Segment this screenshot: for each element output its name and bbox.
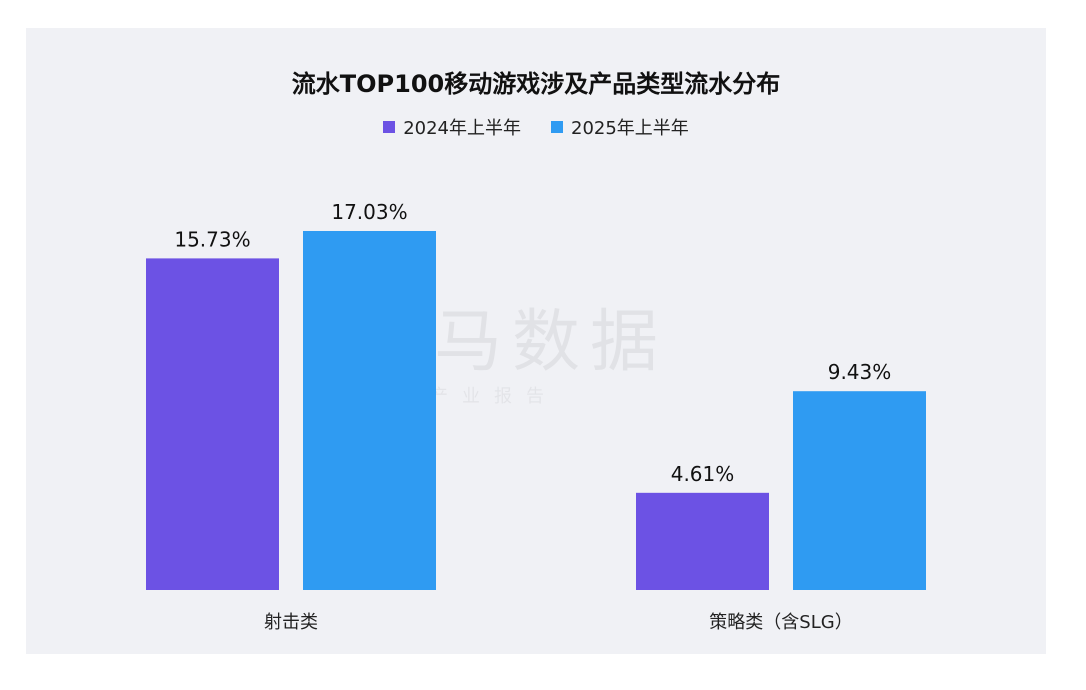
bar-chart: 15.73% 17.03% 射击类 4.61% 9.43% 策略类（含SLG） — [146, 200, 926, 633]
chart-title: 流水TOP100移动游戏涉及产品类型流水分布 — [291, 70, 781, 98]
bar-2025-cat1 — [793, 391, 926, 590]
category-label-0: 射击类 — [264, 612, 318, 633]
legend-label-2025: 2025年上半年 — [571, 118, 689, 139]
data-label-2024-cat1: 4.61% — [671, 462, 735, 486]
bar-2025-cat0 — [303, 230, 436, 590]
data-label-2024-cat0: 15.73% — [174, 227, 250, 251]
legend-swatch-2024 — [383, 121, 396, 133]
bar-2024-cat0 — [146, 258, 279, 590]
legend-swatch-2025 — [551, 121, 563, 133]
legend-label-2024: 2024年上半年 — [403, 118, 521, 139]
data-label-2025-cat1: 9.43% — [828, 360, 892, 384]
category-label-1: 策略类（含SLG） — [709, 612, 852, 633]
chart-panel: 流水TOP100移动游戏涉及产品类型流水分布 2024年上半年 2025年上半年… — [26, 28, 1046, 654]
legend-item-2025: 2025年上半年 — [551, 114, 689, 140]
bar-2024-cat1 — [636, 492, 769, 590]
data-label-2025-cat0: 17.03% — [331, 200, 407, 224]
chart-legend: 2024年上半年 2025年上半年 — [26, 114, 1046, 140]
legend-item-2024: 2024年上半年 — [383, 114, 521, 140]
